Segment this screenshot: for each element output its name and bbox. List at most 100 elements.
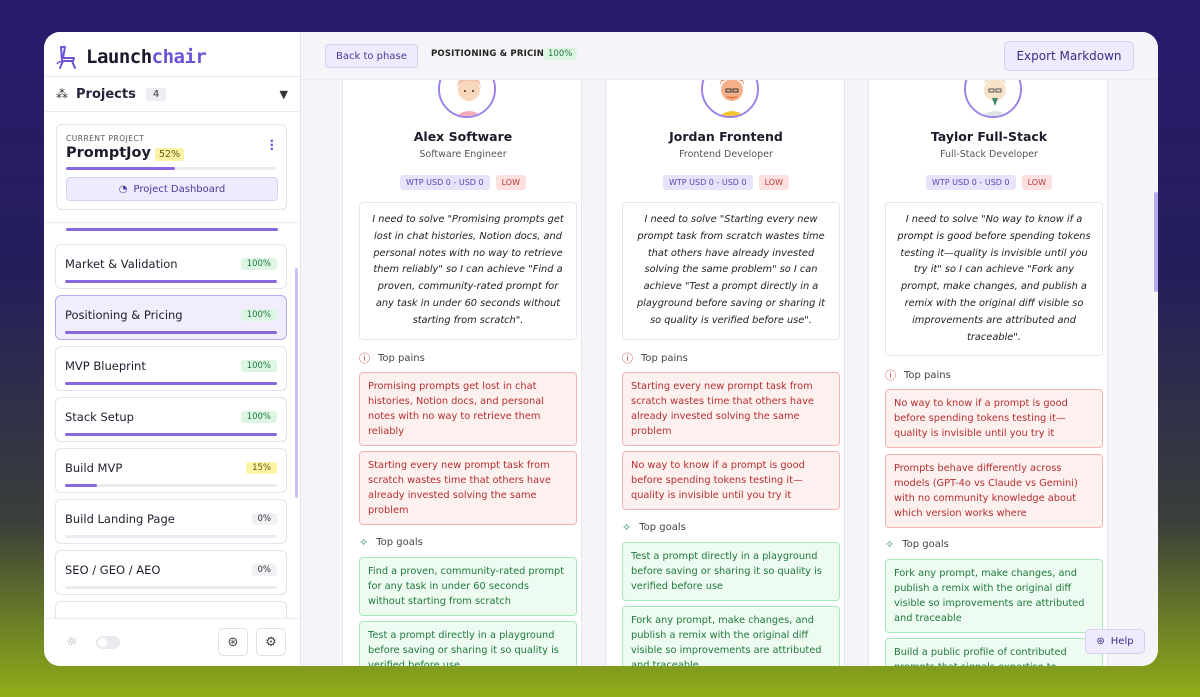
persona-name: Taylor Full-Stack <box>930 129 1048 144</box>
sidebar-item-label: MVP Blueprint <box>65 359 146 373</box>
goal-item: Build a public profile of contributed pr… <box>885 638 1103 666</box>
current-project-card: CURRENT PROJECT PromptJoy 52% · · · ◔ Proj… <box>56 124 287 210</box>
sidebar-item-build-mvp[interactable]: Build MVP 15% <box>55 448 287 493</box>
sidebar-item-progress <box>65 280 277 283</box>
current-project-caption: CURRENT PROJECT <box>66 134 145 143</box>
wtp-badge: WTP USD 0 - USD 0 <box>926 175 1016 190</box>
persona-quote: I need to solve "Promising prompts get l… <box>359 202 577 340</box>
sidebar-item-progress <box>65 484 277 487</box>
top-goals-heading: ✧ Top goals <box>359 536 423 549</box>
pain-item: Promising prompts get lost in chat histo… <box>359 372 577 446</box>
sidebar-item-next[interactable] <box>55 601 287 618</box>
top-pains-label: Top pains <box>378 352 425 364</box>
projects-toggle[interactable]: ⁂ Projects 4 ▼ <box>44 76 300 112</box>
pain-item: No way to know if a prompt is good befor… <box>622 451 840 510</box>
sidebar-item-label: Stack Setup <box>65 410 134 424</box>
app-window: Launchchair ⁂ Projects 4 ▼ CURRENT PROJE… <box>44 32 1158 666</box>
dashboard-icon: ◔ <box>118 183 128 195</box>
chevron-down-icon[interactable]: ▼ <box>279 87 288 101</box>
sidebar-item-pct-badge: 0% <box>251 564 277 576</box>
sidebar-item-pct-badge: 100% <box>240 309 277 321</box>
projects-label: Projects <box>76 86 136 102</box>
sidebar-item-positioning-pricing[interactable]: Positioning & Pricing 100% <box>55 295 287 340</box>
previous-item-progress <box>66 228 278 231</box>
sidebar-scrollbar[interactable] <box>295 268 298 498</box>
persona-card: Jordan Frontend Frontend Developer WTP USD… <box>605 60 845 666</box>
sidebar-item-seo-geo-aeo[interactable]: SEO / GEO / AEO 0% <box>55 550 287 595</box>
top-pains-heading: ⓘ Top pains <box>359 350 425 366</box>
lifebuoy-icon: ⊛ <box>227 634 239 650</box>
sidebar-item-pct-badge: 100% <box>240 411 277 423</box>
sidebar-item-label: SEO / GEO / AEO <box>65 563 161 577</box>
sidebar-item-progress <box>65 586 277 589</box>
persona-quote: I need to solve "Starting every new prom… <box>622 202 840 340</box>
top-pains-label: Top pains <box>641 352 688 364</box>
project-dashboard-button[interactable]: ◔ Project Dashboard <box>66 177 278 201</box>
back-to-phase-button[interactable]: Back to phase <box>325 44 418 68</box>
logo[interactable]: Launchchair <box>54 44 207 70</box>
top-goals-label: Top goals <box>639 522 686 533</box>
persona-tags: WTP USD 0 - USD 0 LOW <box>343 175 583 190</box>
sidebar-item-label: Build MVP <box>65 461 123 475</box>
chair-logo-icon <box>56 46 76 69</box>
top-goals-heading: ✧ Top goals <box>885 538 949 551</box>
top-bar: Back to phase POSITIONING & PRICING 100%… <box>301 32 1158 80</box>
sidebar-item-pct-badge: 15% <box>246 462 277 474</box>
goal-item: Test a prompt directly in a playground b… <box>359 621 577 666</box>
pain-item: Starting every new prompt task from scra… <box>359 451 577 525</box>
goal-item: Fork any prompt, make changes, and publi… <box>622 606 840 666</box>
current-project-name: PromptJoy <box>66 145 151 161</box>
help-button[interactable]: ⊛ Help <box>1085 629 1145 654</box>
top-pains-label: Top pains <box>904 369 951 381</box>
persona-tags: WTP USD 0 - USD 0 LOW <box>869 175 1109 190</box>
sidebar-item-market-validation[interactable]: Market & Validation 100% <box>55 244 287 289</box>
top-pains-heading: ⓘ Top pains <box>622 350 688 366</box>
priority-badge: LOW <box>758 175 789 190</box>
main-scrollbar[interactable] <box>1154 192 1158 292</box>
project-dashboard-label: Project Dashboard <box>133 183 226 195</box>
top-goals-label: Top goals <box>902 539 949 550</box>
phase-nav: Market & Validation 100% Positioning & Pri… <box>44 222 300 618</box>
settings-button[interactable]: ⚙ <box>256 628 286 656</box>
top-pains-heading: ⓘ Top pains <box>885 367 951 383</box>
top-goals-heading: ✧ Top goals <box>622 521 686 534</box>
current-project-pct-badge: 52% <box>155 148 185 161</box>
pain-item: No way to know if a prompt is good befor… <box>885 389 1103 448</box>
pain-item: Starting every new prompt task from scra… <box>622 372 840 446</box>
persona-card: Alex Software Software Engineer WTP USD 0 … <box>342 60 583 666</box>
goal-item: Fork any prompt, make changes, and publi… <box>885 559 1103 633</box>
sidebar-footer: ☼ ⊛ ⚙ <box>44 618 300 666</box>
wtp-badge: WTP USD 0 - USD 0 <box>400 175 490 190</box>
more-options-icon[interactable]: · · · <box>269 134 274 156</box>
persona-role: Frontend Developer <box>679 149 773 160</box>
gear-icon: ⚙ <box>265 634 277 650</box>
persona-quote: I need to solve "No way to know if a pro… <box>885 202 1103 357</box>
theme-toggle[interactable] <box>96 636 120 649</box>
sidebar-item-progress <box>65 382 277 385</box>
pain-item: Prompts behave differently across models… <box>885 454 1103 528</box>
sidebar-item-build-landing-page[interactable]: Build Landing Page 0% <box>55 499 287 544</box>
top-goals-label: Top goals <box>376 537 423 548</box>
projects-count-badge: 4 <box>145 87 167 101</box>
sparkle-icon: ✧ <box>359 536 369 549</box>
lifebuoy-icon: ⊛ <box>1096 636 1105 647</box>
projects-icon: ⁂ <box>56 87 68 101</box>
export-markdown-button[interactable]: Export Markdown <box>1004 41 1134 71</box>
sparkle-icon: ✧ <box>622 521 632 534</box>
sidebar-item-label: Market & Validation <box>65 257 178 271</box>
sidebar-item-progress <box>65 433 277 436</box>
sidebar-item-label: Build Landing Page <box>65 512 175 526</box>
sidebar-item-label: Positioning & Pricing <box>65 308 183 322</box>
alert-circle-icon: ⓘ <box>622 352 633 365</box>
sidebar-item-pct-badge: 0% <box>251 513 277 525</box>
persona-role: Software Engineer <box>419 149 507 160</box>
sidebar-item-progress <box>65 331 277 334</box>
support-icon-button[interactable]: ⊛ <box>218 628 248 656</box>
sidebar-item-pct-badge: 100% <box>240 258 277 270</box>
sidebar-item-stack-setup[interactable]: Stack Setup 100% <box>55 397 287 442</box>
priority-badge: LOW <box>495 175 526 190</box>
sidebar-item-mvp-blueprint[interactable]: MVP Blueprint 100% <box>55 346 287 391</box>
persona-card: Taylor Full-Stack Full-Stack Developer WTP… <box>868 60 1109 666</box>
goal-item: Test a prompt directly in a playground b… <box>622 542 840 601</box>
sidebar-item-pct-badge: 100% <box>240 360 277 372</box>
